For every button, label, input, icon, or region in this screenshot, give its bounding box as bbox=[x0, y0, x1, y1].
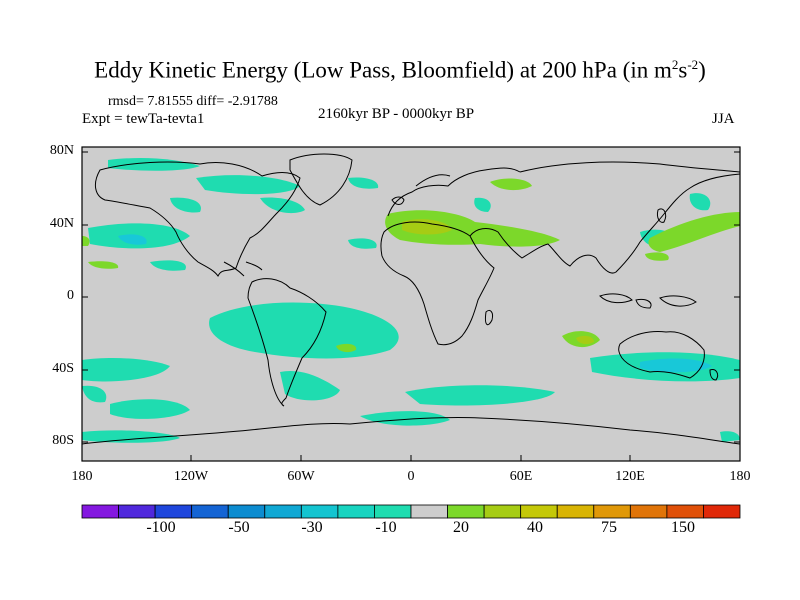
axis-ticks bbox=[82, 151, 740, 461]
lon-label-60e: 60E bbox=[509, 469, 533, 484]
colorbar-swatch bbox=[227, 504, 266, 519]
season-label: JJA bbox=[712, 111, 735, 127]
positive-anomaly-cores bbox=[402, 219, 594, 345]
colorbar-swatch bbox=[191, 504, 229, 519]
lat-label-80s: 80S bbox=[52, 433, 74, 448]
colorbar-swatch bbox=[520, 504, 558, 519]
colorbar-label: -100 bbox=[146, 519, 176, 536]
colorbar-swatch bbox=[264, 504, 302, 519]
lon-label-120e: 120E bbox=[615, 469, 645, 484]
map-panel bbox=[82, 147, 740, 461]
colorbar-swatch bbox=[81, 504, 119, 519]
colorbar-label: -30 bbox=[301, 519, 323, 536]
lat-label-eq: 0 bbox=[67, 288, 74, 303]
colorbar-swatch bbox=[556, 504, 595, 519]
colorbar-label: -50 bbox=[228, 519, 250, 536]
colorbar bbox=[81, 504, 741, 519]
colorbar-swatch bbox=[703, 504, 741, 519]
colorbar-swatch bbox=[447, 504, 485, 519]
colorbar-swatch bbox=[666, 504, 704, 519]
colorbar-swatch bbox=[118, 504, 156, 519]
colorbar-swatch bbox=[154, 504, 193, 519]
colorbar-label: 20 bbox=[453, 519, 469, 536]
map-frame bbox=[81, 146, 741, 462]
lat-label-80n: 80N bbox=[49, 143, 74, 158]
colorbar-swatch bbox=[410, 504, 448, 519]
colorbar-swatch bbox=[629, 504, 668, 519]
colorbar-label: 150 bbox=[671, 519, 695, 536]
colorbar-label: 40 bbox=[527, 519, 543, 536]
colorbar-label: -10 bbox=[375, 519, 397, 536]
colorbar-swatch bbox=[300, 504, 339, 519]
lat-label-40s: 40S bbox=[52, 361, 74, 376]
colorbar-swatch bbox=[593, 504, 631, 519]
lon-label-180e: 180 bbox=[729, 469, 751, 484]
colorbar-swatch bbox=[483, 504, 522, 519]
anomaly-fields bbox=[82, 158, 740, 443]
colorbar-swatch bbox=[337, 504, 375, 519]
colorbar-label: 75 bbox=[601, 519, 617, 536]
colorbar-swatch bbox=[374, 504, 412, 519]
negative-anomaly-cores bbox=[118, 234, 712, 373]
lon-label-180w: 180 bbox=[71, 469, 93, 484]
stats-text: rmsd= 7.81555 diff= -2.91788 bbox=[108, 94, 278, 109]
lon-label-120w: 120W bbox=[173, 469, 209, 484]
lat-label-40n: 40N bbox=[49, 216, 74, 231]
lon-label-0: 0 bbox=[407, 469, 415, 484]
lon-label-60w: 60W bbox=[287, 469, 315, 484]
plot-title: Eddy Kinetic Energy (Low Pass, Bloomfiel… bbox=[94, 57, 706, 83]
coastlines bbox=[82, 153, 740, 445]
period-label: 2160kyr BP - 0000kyr BP bbox=[318, 106, 475, 122]
experiment-label: Expt = tewTa-tevta1 bbox=[82, 111, 205, 127]
